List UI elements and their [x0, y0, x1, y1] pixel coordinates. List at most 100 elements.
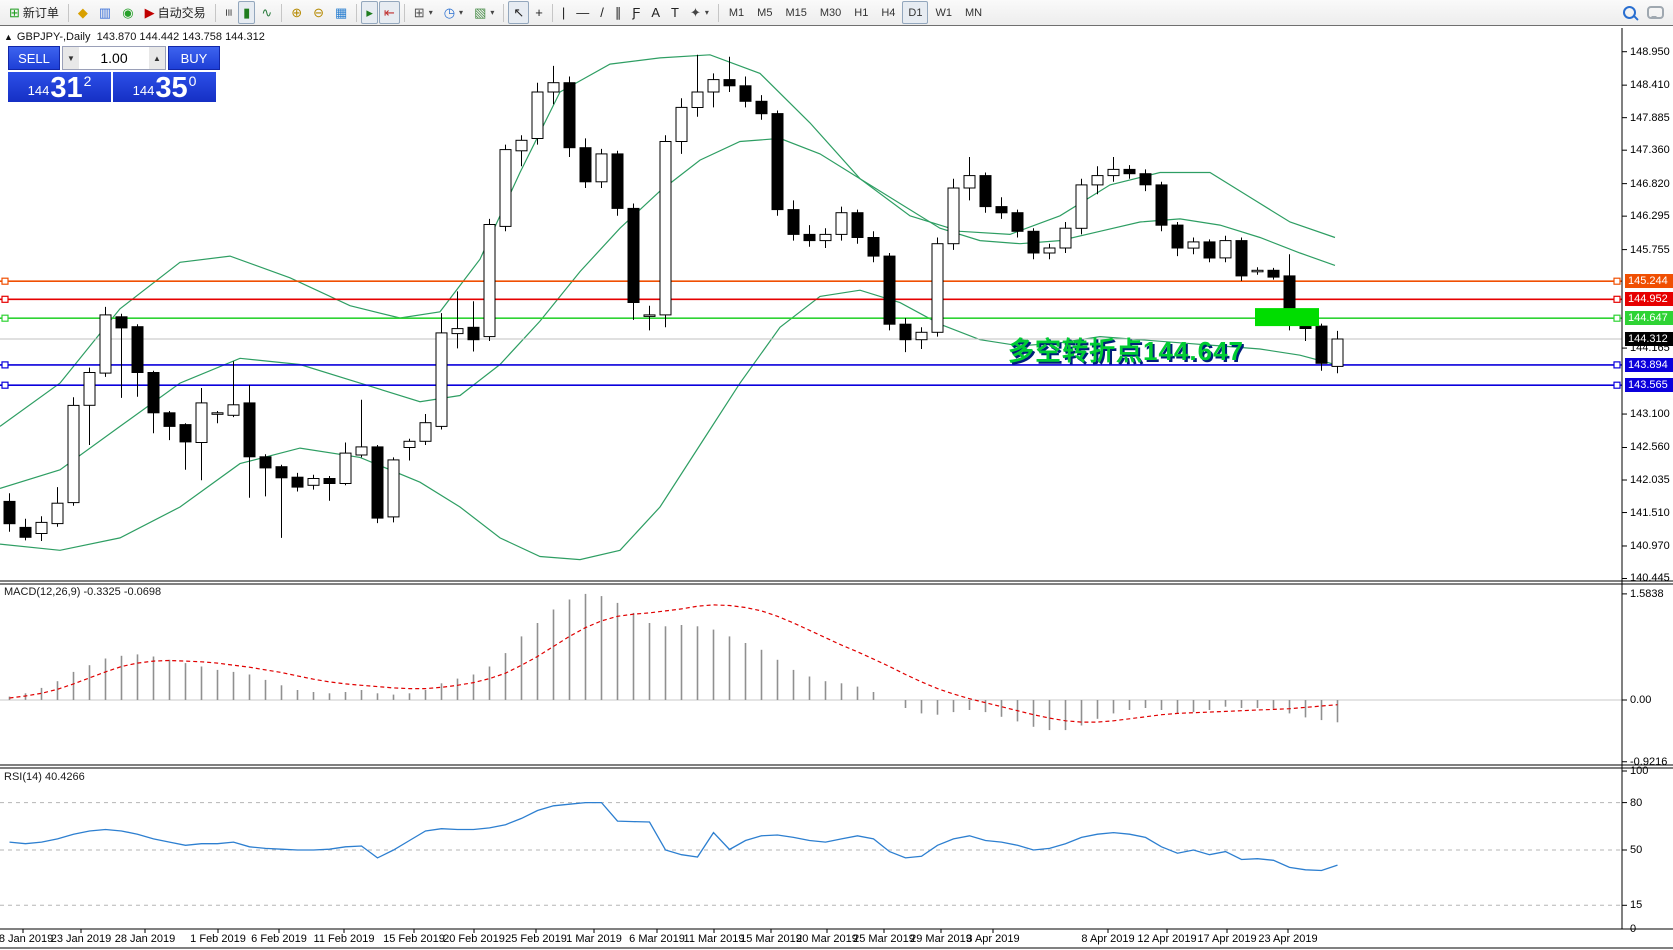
- chart-shift-button[interactable]: ⇤: [378, 1, 400, 24]
- timeframe-h4-button[interactable]: H4: [881, 6, 896, 19]
- candle-body: [835, 212, 848, 235]
- auto-scroll-button[interactable]: ▸: [361, 1, 378, 24]
- timeframe-w1-button[interactable]: W1: [935, 6, 952, 19]
- line-chart-icon: ∿: [261, 5, 273, 20]
- profiles-button[interactable]: ◆: [73, 1, 93, 24]
- rsi-tick-label: 80: [1630, 796, 1643, 809]
- candle-body: [323, 478, 336, 484]
- autotrading-button[interactable]: ▶ 自动交易: [140, 1, 211, 24]
- bar-chart-button[interactable]: ≡: [220, 1, 238, 24]
- timeframe-m15-button[interactable]: M15: [785, 6, 807, 19]
- timeframe-h1-button[interactable]: H1: [854, 6, 869, 19]
- price-tick-label: 147.360: [1630, 144, 1670, 157]
- candle-body: [179, 424, 192, 443]
- price-tick-label: 146.820: [1630, 177, 1670, 190]
- buy-price[interactable]: 144 35 0: [113, 72, 216, 103]
- search-button[interactable]: [1618, 1, 1641, 24]
- vertical-line-button[interactable]: |: [557, 1, 570, 24]
- candle-body: [723, 79, 736, 87]
- price-tick-label: 142.560: [1630, 441, 1670, 454]
- text-label-button[interactable]: T: [666, 1, 684, 24]
- trendline-icon: /: [600, 5, 604, 20]
- pivot-annotation-text[interactable]: 多空转折点144.647: [1008, 336, 1244, 366]
- horizontal-line-button[interactable]: —: [571, 1, 594, 24]
- sell-price-pipette: 2: [83, 73, 92, 89]
- autotrading-icon: ▶: [144, 5, 155, 20]
- new-order-button[interactable]: ⊞ 新订单: [4, 1, 64, 24]
- price-tick-label: 140.445: [1630, 572, 1670, 585]
- candle-body: [163, 412, 176, 427]
- timeframe-m30-button[interactable]: M30: [819, 6, 842, 19]
- support-line-1-price-tag: 143.894: [1625, 357, 1673, 372]
- timeframe-m1-button[interactable]: M1: [728, 6, 745, 19]
- candle-body: [579, 147, 592, 183]
- candle-body: [1203, 241, 1216, 259]
- candle-body: [83, 372, 96, 406]
- cursor-button[interactable]: ↖: [508, 1, 530, 24]
- candle-body: [867, 237, 880, 257]
- date-tick-label: 1 Feb 2019: [190, 933, 246, 945]
- text-icon: A: [651, 5, 661, 20]
- date-tick-label: 23 Apr 2019: [1258, 933, 1318, 945]
- candle-body: [275, 466, 288, 479]
- candle-body: [1059, 227, 1072, 249]
- macd-signal-line: [9, 604, 1338, 723]
- candle-body: [1251, 269, 1264, 273]
- new-chart-icon: ⊞: [413, 5, 425, 20]
- candle-body: [979, 175, 992, 208]
- candle-body: [611, 153, 624, 209]
- date-tick-label: 15 Mar 2019: [740, 933, 802, 945]
- candle-body: [1235, 240, 1248, 277]
- timeframe-mn-button[interactable]: MN: [964, 6, 983, 19]
- tile-windows-icon: ▦: [335, 5, 348, 20]
- tile-windows-button[interactable]: ▦: [330, 1, 352, 24]
- timeframe-d1-button[interactable]: D1: [902, 1, 929, 24]
- candle-body: [899, 323, 912, 341]
- chat-button[interactable]: [1642, 1, 1669, 24]
- buy-button[interactable]: BUY: [168, 46, 220, 70]
- fibonacci-button[interactable]: Ƒ: [627, 1, 645, 24]
- chevron-down-icon: ▾: [459, 8, 464, 17]
- line-chart-button[interactable]: ∿: [256, 1, 277, 24]
- support-line-1-anchor: [1, 361, 9, 369]
- candle-body: [147, 372, 160, 414]
- one-click-trading-panel: SELL ▼ 1.00 ▲ BUY 144 31 2 144 35 0: [8, 46, 220, 103]
- new-chart-button[interactable]: ⊞ ▾: [409, 1, 438, 24]
- signals-button[interactable]: ◉: [117, 1, 138, 24]
- zoom-out-icon: ⊖: [313, 5, 325, 20]
- channel-button[interactable]: ∥: [610, 1, 627, 24]
- candle-body: [1075, 184, 1088, 229]
- crosshair-button[interactable]: +: [530, 1, 548, 24]
- templates-button[interactable]: ▧ ▾: [469, 1, 499, 24]
- arrows-button[interactable]: ✦ ▾: [685, 1, 714, 24]
- support-line-2-anchor: [1613, 381, 1621, 389]
- timeframe-m5-button[interactable]: M5: [757, 6, 773, 19]
- candle-body: [851, 212, 864, 238]
- zoom-out-button[interactable]: ⊖: [308, 1, 329, 24]
- text-label-icon: T: [671, 5, 679, 20]
- candle-body: [35, 521, 48, 535]
- periodicity-button[interactable]: ◷ ▾: [439, 1, 468, 24]
- volume-decrease-button[interactable]: ▼: [63, 47, 79, 69]
- candle-body: [371, 446, 384, 519]
- text-button[interactable]: A: [646, 1, 665, 24]
- price-tick-label: 140.970: [1630, 539, 1670, 552]
- market-watch-button[interactable]: ▥: [94, 1, 116, 24]
- candle-body: [803, 233, 816, 242]
- symbol-name: GBPJPY-,Daily: [16, 31, 91, 43]
- date-tick-label: 17 Apr 2019: [1197, 933, 1257, 945]
- trendline-button[interactable]: /: [595, 1, 609, 24]
- sell-price[interactable]: 144 31 2: [8, 72, 111, 103]
- candlestick-chart-button[interactable]: ▮: [238, 1, 256, 24]
- sell-button[interactable]: SELL: [8, 46, 60, 70]
- zoom-in-button[interactable]: ⊕: [286, 1, 307, 24]
- chart-symbol-title: ▲ GBPJPY-,Daily 143.870 144.442 143.758 1…: [4, 31, 265, 43]
- volume-field[interactable]: 1.00: [100, 50, 128, 66]
- date-tick-label: 25 Mar 2019: [853, 933, 915, 945]
- volume-increase-button[interactable]: ▲: [149, 47, 165, 69]
- autotrading-button-label: 自动交易: [157, 6, 206, 20]
- crosshair-icon: +: [535, 5, 543, 20]
- one-click-toggle-icon[interactable]: ▲: [4, 32, 13, 42]
- candle-body: [307, 478, 320, 486]
